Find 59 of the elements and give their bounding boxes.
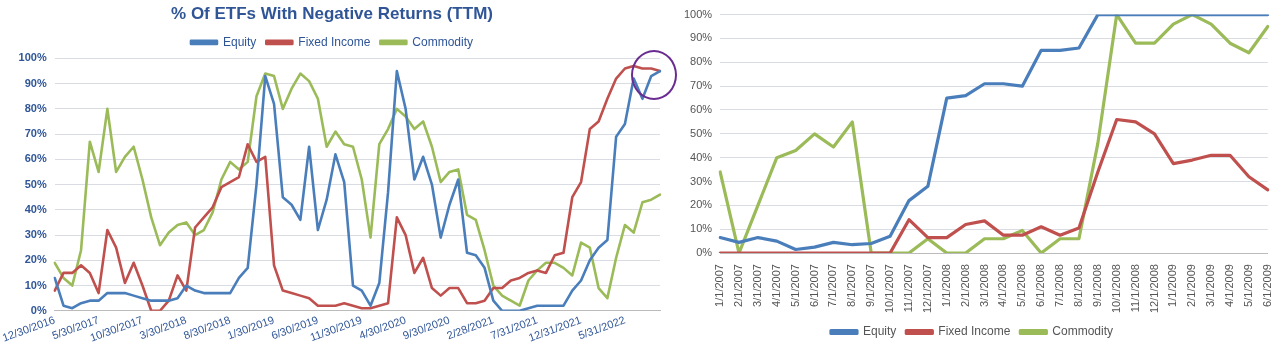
x-tick-label: 9/1/2007: [864, 264, 877, 307]
y-tick-label: 90%: [690, 31, 713, 44]
y-tick-label: 100%: [683, 7, 713, 20]
y-tick-label: 80%: [24, 101, 47, 114]
y-tick-label: 100%: [18, 51, 47, 64]
legend-label: Fixed Income: [938, 324, 1011, 339]
x-tick-label: 6/1/2008: [1034, 264, 1047, 307]
x-tick-label: 2/1/2007: [732, 264, 745, 307]
x-tick-label: 5/1/2009: [1241, 264, 1254, 307]
x-tick-label: 10/1/2008: [1109, 264, 1122, 313]
y-tick-label: 0%: [30, 303, 47, 316]
x-tick-label: 3/1/2007: [750, 264, 763, 307]
x-tick-label: 11/1/2008: [1128, 264, 1141, 313]
y-tick-label: 60%: [690, 103, 713, 116]
y-tick-label: 10%: [24, 278, 47, 291]
x-tick-label: 8/1/2008: [1071, 264, 1084, 307]
x-tick-label: 5/1/2007: [788, 264, 801, 307]
y-tick-label: 30%: [24, 228, 47, 241]
legend-label: Equity: [862, 324, 897, 339]
legend-label: Commodity: [412, 34, 474, 49]
x-tick-label: 11/1/2007: [902, 264, 915, 313]
x-tick-label: 5/1/2008: [1015, 264, 1028, 307]
y-tick-label: 20%: [24, 253, 47, 266]
x-tick-label: 6/1/2009: [1260, 264, 1273, 307]
x-tick-label: 4/1/2007: [769, 264, 782, 307]
x-tick-label: 12/1/2008: [1147, 264, 1160, 313]
y-tick-label: 50%: [690, 126, 713, 139]
legend-label: Commodity: [1052, 324, 1114, 339]
y-tick-label: 40%: [690, 150, 713, 163]
y-tick-label: 60%: [24, 152, 47, 165]
x-tick-label: 7/1/2008: [1053, 264, 1066, 307]
x-tick-label: 6/1/2007: [807, 264, 820, 307]
y-tick-label: 50%: [24, 177, 47, 190]
x-tick-label: 2/1/2008: [958, 264, 971, 307]
y-tick-label: 30%: [690, 174, 713, 187]
x-tick-label: 3/1/2009: [1204, 264, 1217, 307]
x-tick-label: 4/1/2009: [1223, 264, 1236, 307]
y-tick-label: 70%: [690, 79, 713, 92]
chart-title: % Of ETFs With Negative Returns (TTM): [171, 3, 493, 23]
x-tick-label: 1/1/2009: [1166, 264, 1179, 307]
legend-label: Equity: [222, 34, 257, 49]
legend-label: Fixed Income: [298, 34, 371, 49]
x-tick-label: 8/1/2007: [845, 264, 858, 307]
x-tick-label: 3/1/2008: [977, 264, 990, 307]
x-tick-label: 4/1/2008: [996, 264, 1009, 307]
y-tick-label: 20%: [690, 198, 713, 211]
x-tick-label: 1/1/2007: [713, 264, 726, 307]
x-tick-label: 7/1/2007: [826, 264, 839, 307]
x-tick-label: 9/1/2008: [1090, 264, 1103, 307]
x-tick-label: 10/1/2007: [883, 264, 896, 313]
y-tick-label: 80%: [690, 55, 713, 68]
y-tick-label: 70%: [24, 127, 47, 140]
y-tick-label: 90%: [24, 76, 47, 89]
y-tick-label: 10%: [690, 222, 713, 235]
x-tick-label: 12/1/2007: [920, 264, 933, 313]
x-tick-label: 2/1/2009: [1185, 264, 1198, 307]
y-tick-label: 0%: [696, 246, 713, 259]
y-tick-label: 40%: [24, 202, 47, 215]
x-tick-label: 1/1/2008: [939, 264, 952, 307]
